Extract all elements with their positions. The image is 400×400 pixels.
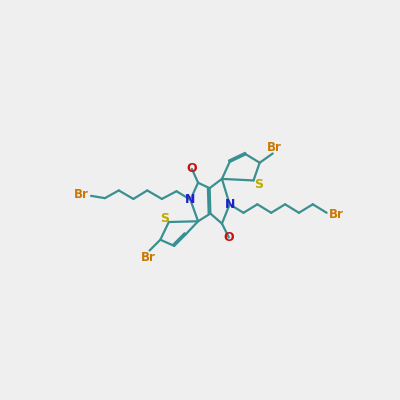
Text: O: O (186, 162, 197, 175)
Text: S: S (254, 178, 263, 191)
Text: Br: Br (74, 188, 89, 201)
Text: N: N (185, 193, 196, 206)
Text: Br: Br (328, 208, 343, 221)
Text: N: N (224, 198, 235, 211)
Text: S: S (160, 212, 169, 226)
Text: Br: Br (140, 251, 156, 264)
Text: O: O (224, 231, 234, 244)
Text: Br: Br (267, 141, 282, 154)
